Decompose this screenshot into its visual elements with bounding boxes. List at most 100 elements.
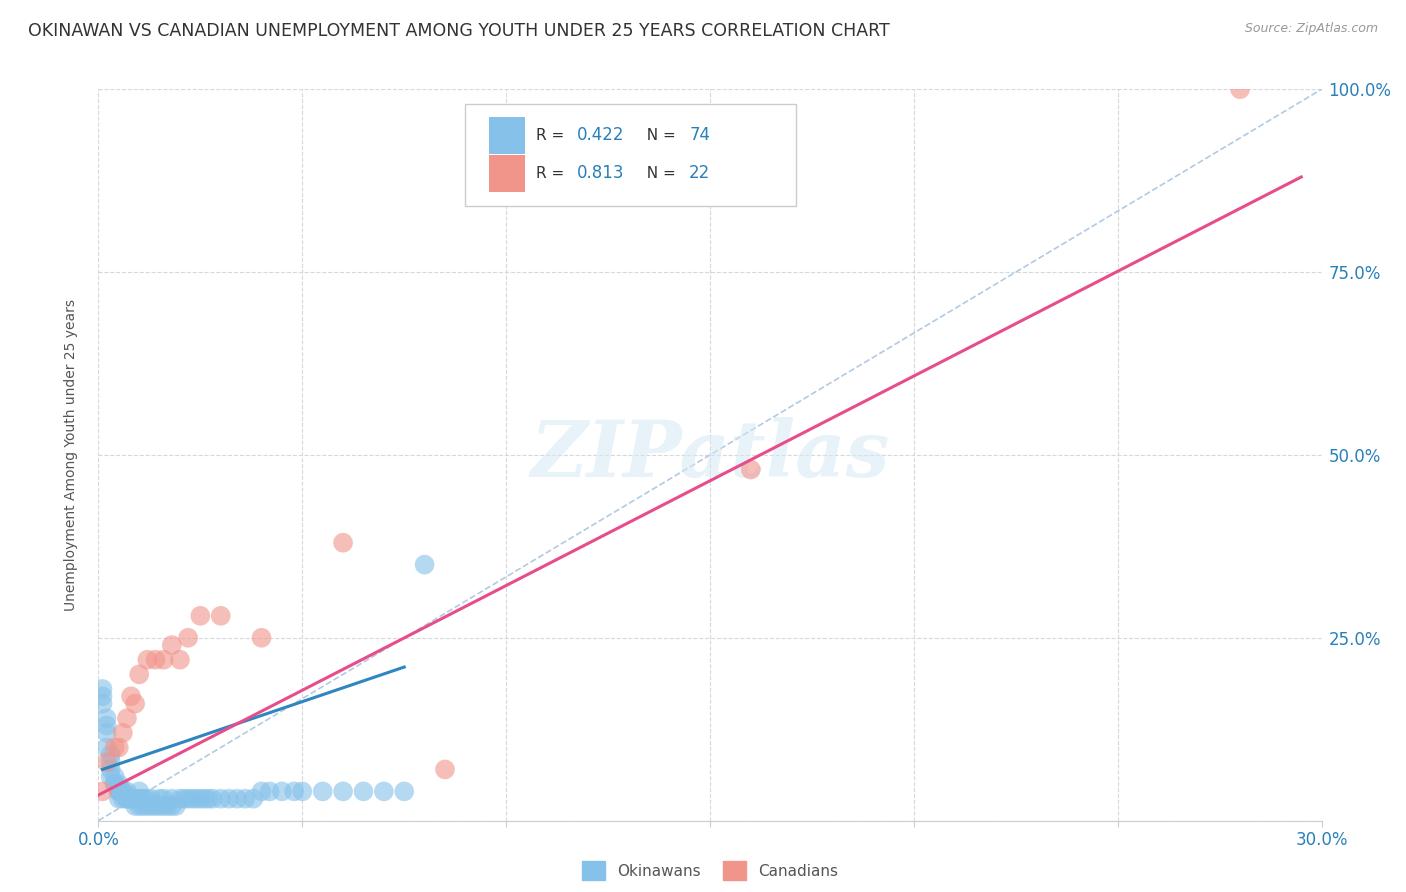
Point: [352, 784, 374, 798]
Point: [132, 791, 155, 805]
Point: [156, 799, 179, 814]
Point: [209, 791, 232, 805]
Point: [242, 791, 264, 805]
Text: 0.813: 0.813: [576, 164, 624, 182]
Point: [169, 653, 191, 667]
Point: [120, 791, 142, 805]
Point: [149, 799, 172, 814]
Point: [332, 535, 354, 549]
Point: [108, 784, 131, 798]
Point: [188, 791, 212, 805]
Point: [169, 791, 191, 805]
Text: N =: N =: [637, 166, 681, 181]
Point: [96, 740, 118, 755]
Point: [108, 740, 131, 755]
Point: [128, 791, 150, 805]
Point: [91, 681, 114, 696]
Point: [128, 791, 150, 805]
Point: [434, 763, 457, 777]
Point: [197, 791, 219, 805]
Point: [136, 799, 159, 814]
Point: [120, 690, 142, 704]
FancyBboxPatch shape: [489, 155, 526, 192]
Text: R =: R =: [536, 166, 569, 181]
Point: [120, 791, 142, 805]
Point: [259, 784, 281, 798]
Point: [100, 747, 122, 762]
Point: [186, 791, 208, 805]
Point: [218, 791, 240, 805]
Point: [201, 791, 224, 805]
Point: [181, 791, 204, 805]
Point: [124, 799, 146, 814]
Point: [152, 653, 174, 667]
Point: [128, 799, 150, 814]
Point: [132, 799, 155, 814]
Point: [128, 784, 150, 798]
Point: [209, 608, 232, 623]
Point: [104, 740, 127, 755]
Point: [115, 791, 138, 805]
Point: [104, 770, 127, 784]
Point: [173, 791, 195, 805]
Point: [160, 799, 183, 814]
Point: [145, 799, 167, 814]
Legend: Okinawans, Canadians: Okinawans, Canadians: [575, 855, 845, 886]
Point: [128, 667, 150, 681]
Point: [1229, 82, 1251, 96]
Text: N =: N =: [637, 128, 681, 143]
Point: [413, 558, 436, 572]
Point: [108, 784, 131, 798]
Point: [740, 462, 762, 476]
Point: [160, 791, 183, 805]
FancyBboxPatch shape: [489, 117, 526, 153]
Text: Source: ZipAtlas.com: Source: ZipAtlas.com: [1244, 22, 1378, 36]
Point: [96, 726, 118, 740]
Point: [152, 799, 174, 814]
Point: [177, 791, 200, 805]
Point: [250, 631, 273, 645]
Point: [250, 784, 273, 798]
Point: [96, 718, 118, 732]
Point: [233, 791, 256, 805]
Point: [226, 791, 249, 805]
Point: [111, 784, 134, 798]
Point: [332, 784, 354, 798]
Point: [111, 726, 134, 740]
Point: [100, 755, 122, 769]
FancyBboxPatch shape: [465, 103, 796, 206]
Point: [96, 755, 118, 769]
Point: [91, 690, 114, 704]
Point: [100, 763, 122, 777]
Point: [108, 791, 131, 805]
Point: [100, 770, 122, 784]
Point: [108, 784, 131, 798]
Point: [115, 711, 138, 725]
Point: [141, 791, 163, 805]
Text: OKINAWAN VS CANADIAN UNEMPLOYMENT AMONG YOUTH UNDER 25 YEARS CORRELATION CHART: OKINAWAN VS CANADIAN UNEMPLOYMENT AMONG …: [28, 22, 890, 40]
Text: 0.422: 0.422: [576, 127, 624, 145]
Point: [136, 791, 159, 805]
Text: 74: 74: [689, 127, 710, 145]
Point: [283, 784, 305, 798]
Point: [120, 791, 142, 805]
Point: [96, 711, 118, 725]
Point: [141, 799, 163, 814]
Point: [193, 791, 215, 805]
Point: [124, 791, 146, 805]
Point: [149, 791, 172, 805]
Point: [188, 608, 212, 623]
Point: [111, 791, 134, 805]
Point: [124, 697, 146, 711]
Point: [91, 697, 114, 711]
Point: [160, 638, 183, 652]
Point: [152, 791, 174, 805]
Point: [291, 784, 314, 798]
Point: [373, 784, 395, 798]
Point: [104, 777, 127, 791]
Point: [111, 784, 134, 798]
Point: [115, 784, 138, 798]
Point: [145, 653, 167, 667]
Point: [115, 791, 138, 805]
Text: 22: 22: [689, 164, 710, 182]
